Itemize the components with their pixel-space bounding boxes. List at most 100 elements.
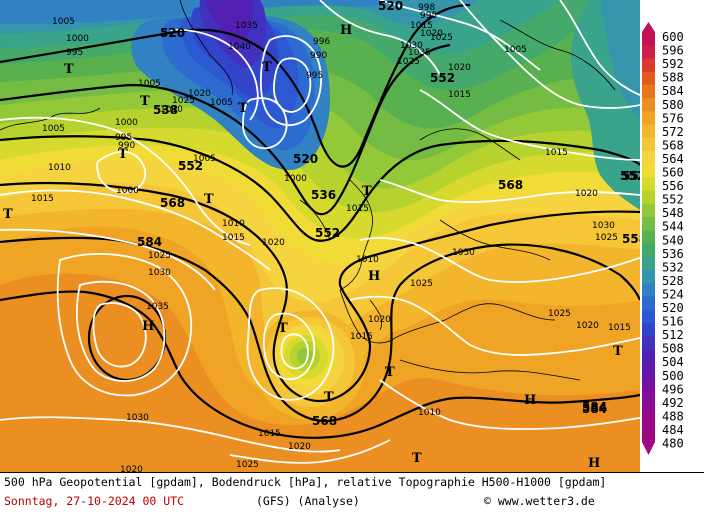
low-pressure-marker: T xyxy=(278,321,288,336)
cutoff-band-548 xyxy=(297,348,313,364)
geopotential-label: 538 xyxy=(153,103,178,117)
isobar-label: 1030 xyxy=(148,268,171,278)
scale-label: 588 xyxy=(662,71,684,85)
isobar-label: 1025 xyxy=(595,233,618,243)
scale-label: 592 xyxy=(662,57,684,71)
scale-label: 500 xyxy=(662,369,684,383)
scale-swatch xyxy=(642,283,655,298)
scale-swatch xyxy=(642,124,655,139)
isobar-label: 1020 xyxy=(420,29,443,39)
map-labels: 520 538 552 568 584 552 520 536 552 568 584 552 558 5… xyxy=(3,0,640,472)
scale-label: 540 xyxy=(662,233,684,247)
geopotential-label: 568 xyxy=(312,414,337,428)
isobar-label: 1020 xyxy=(120,465,143,472)
isobar-label: 1015 xyxy=(31,194,54,204)
isobar-label: 1020 xyxy=(288,442,311,452)
high-pressure-marker: H xyxy=(142,319,154,334)
scale-label: 480 xyxy=(662,437,684,451)
scale-label: 564 xyxy=(662,152,684,166)
isobar-label: 1015 xyxy=(346,204,369,214)
isobar-label: 1025 xyxy=(410,279,433,289)
low-pressure-marker: T xyxy=(613,344,623,359)
scale-label: 552 xyxy=(662,193,684,207)
scale-swatch xyxy=(642,322,655,337)
isobar-label: 1040 xyxy=(228,42,251,52)
isobar-label: 1020 xyxy=(576,321,599,331)
isobar-label: 1030 xyxy=(592,221,615,231)
geopotential-label: 520 xyxy=(378,0,403,13)
isobar-label: 995 xyxy=(66,48,83,58)
scale-label: 560 xyxy=(662,166,684,180)
weather-map: 520 538 552 568 584 552 520 536 552 568 584 552 558 5… xyxy=(0,0,640,472)
scale-swatch xyxy=(642,415,655,430)
low-pressure-marker: T xyxy=(64,62,74,77)
scale-swatch xyxy=(642,243,655,258)
high-pressure-marker: H xyxy=(588,456,600,471)
map-footer: 500 hPa Geopotential [gpdam], Bodendruck… xyxy=(0,472,704,514)
isobar-label: 1005 xyxy=(52,17,75,27)
scale-arrow-top xyxy=(642,22,655,32)
isobar-label: 1020 xyxy=(575,189,598,199)
scale-label: 572 xyxy=(662,125,684,139)
scale-label: 496 xyxy=(662,382,684,396)
scale-label: 504 xyxy=(662,355,684,369)
color-scale-legend: 600 596 592 588 584 580 576 572 568 564 560 556 552 5… xyxy=(640,0,704,472)
isobar-label: 990 xyxy=(310,51,327,61)
low-pressure-marker: T xyxy=(412,451,422,466)
isobar-label: 1030 xyxy=(400,41,423,51)
isobar-label: 1010 xyxy=(160,105,183,115)
scale-label: 544 xyxy=(662,220,684,234)
low-pressure-marker: T xyxy=(238,101,248,116)
geopotential-label: 552 xyxy=(315,226,340,240)
scale-label: 508 xyxy=(662,342,684,356)
scale-label: 596 xyxy=(662,44,684,58)
trough-band-504 xyxy=(205,0,254,44)
isobar-label: 1030 xyxy=(126,413,149,423)
isobar-label: 1025 xyxy=(430,33,453,43)
scale-swatch xyxy=(642,296,655,311)
scale-arrow-bottom xyxy=(642,442,655,455)
scale-label: 512 xyxy=(662,328,684,342)
geopotential-label: 520 xyxy=(293,152,318,166)
isobar-label: 1015 xyxy=(410,21,433,31)
scale-label: 516 xyxy=(662,315,684,329)
geopotential-label: 584 xyxy=(582,402,607,416)
isobar-label: 1000 xyxy=(115,118,138,128)
isobar-label: 1000 xyxy=(284,174,307,184)
geopotential-label: 568 xyxy=(160,196,185,210)
geopotential-label: 558 xyxy=(622,232,640,246)
scale-label: 492 xyxy=(662,396,684,410)
geopotential-label: 552 xyxy=(620,169,640,183)
copyright-link[interactable]: © www.wetter3.de xyxy=(484,494,595,508)
isobar-label: 1035 xyxy=(146,302,169,312)
isobar-label: 1010 xyxy=(48,163,71,173)
scale-swatch xyxy=(642,309,655,324)
isobar-label: 1020 xyxy=(262,238,285,248)
scale-swatch xyxy=(642,45,655,59)
scale-swatch xyxy=(642,151,655,165)
isobar-label: 1005 xyxy=(138,79,161,89)
isobar-label: 995 xyxy=(420,11,437,21)
scale-swatch xyxy=(642,217,655,231)
scale-swatch xyxy=(642,362,655,377)
isobar-label: 996 xyxy=(313,37,330,47)
scale-swatch xyxy=(642,270,655,284)
isobar-label: 1005 xyxy=(504,45,527,55)
isobar-label: 1005 xyxy=(42,124,65,134)
isobar-label: 1010 xyxy=(418,408,441,418)
isobar-label: 1015 xyxy=(350,332,373,342)
isobar-label: 990 xyxy=(118,141,135,151)
high-pressure-marker: H xyxy=(368,269,380,284)
scale-label: 584 xyxy=(662,84,684,98)
scale-swatch xyxy=(642,177,655,192)
isobar-label: 1005 xyxy=(193,154,216,164)
scale-label: 488 xyxy=(662,409,684,423)
isobar-label: 1000 xyxy=(66,34,89,44)
geopotential-label: 552 xyxy=(178,159,203,173)
scale-swatch xyxy=(642,32,655,46)
high-pressure-marker: H xyxy=(340,23,352,38)
isobar-label: 1015 xyxy=(222,233,245,243)
isobar-label: 1010 xyxy=(222,219,245,229)
scale-swatch xyxy=(642,349,655,364)
isobar-label: 1025 xyxy=(548,309,571,319)
